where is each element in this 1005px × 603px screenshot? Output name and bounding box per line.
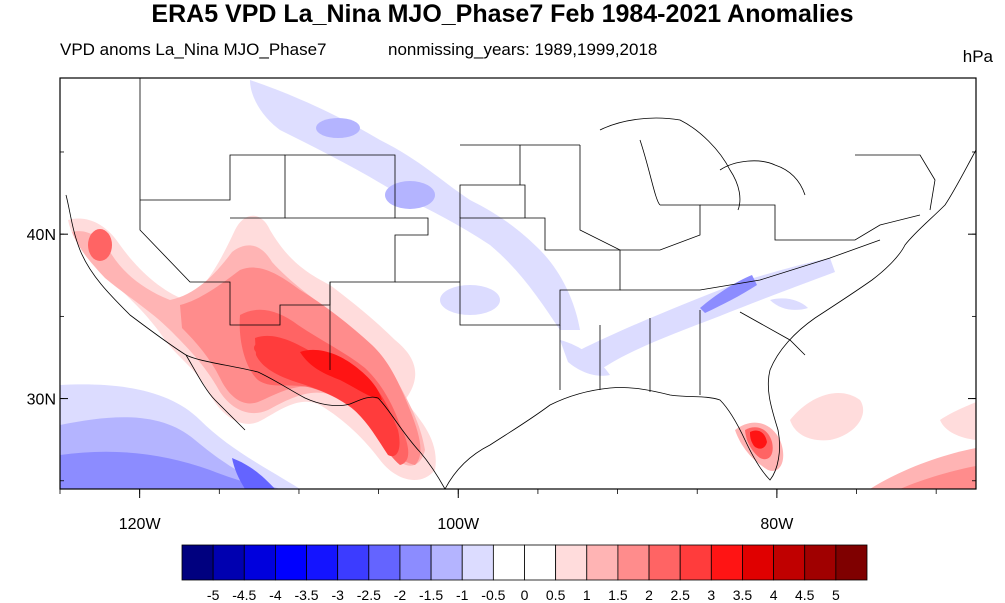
colorbar-label-13: 1.5 [608,587,628,603]
colorbar-box-13 [586,544,619,581]
colorbar-box-4 [306,544,339,581]
colorbar-box-0 [181,544,214,581]
colorbar-label-12: 1 [583,587,591,603]
colorbar-label-7: -1.5 [419,587,443,603]
lon-label-0: 120W [119,516,162,533]
colorbar-box-19 [773,544,806,581]
colorbar-box-9 [461,544,494,581]
colorbar-label-4: -3 [331,587,344,603]
colorbar-box-11 [524,544,557,581]
colorbar: -5 -4.5 -4 -3.5 -3 -2.5 -2 -1.5 -1 -0.5 0 0.5 1 1.5 2 2… [181,544,868,603]
colorbar-label-6: -2 [394,587,407,603]
colorbar-label-0: -5 [207,587,220,603]
colorbar-box-15 [648,544,681,581]
colorbar-box-21 [835,544,868,581]
lat-label-0: 40N [27,227,56,244]
colorbar-box-20 [804,544,837,581]
colorbar-label-5: -2.5 [357,587,381,603]
colorbar-box-14 [617,544,650,581]
lat-label-1: 30N [27,392,56,409]
colorbar-box-17 [710,544,743,581]
colorbar-label-20: 5 [832,587,840,603]
lon-label-2: 80W [760,516,794,533]
colorbar-label-8: -1 [456,587,469,603]
colorbar-box-16 [679,544,712,581]
lon-ticks: 120W 100W 80W [59,489,937,533]
colorbar-box-3 [275,544,307,581]
left-subtitle: VPD anoms La_Nina MJO_Phase7 [60,40,327,59]
colorbar-box-1 [212,544,245,581]
colorbar-label-18: 4 [770,587,778,603]
colorbar-label-16: 3 [707,587,715,603]
colorbar-box-2 [243,544,276,581]
colorbar-label-19: 4.5 [795,587,815,603]
center-subtitle: nonmissing_years: 1989,1999,2018 [388,40,658,59]
colorbar-label-17: 3.5 [733,587,753,603]
colorbar-label-3: -3.5 [294,587,318,603]
colorbar-box-18 [742,544,774,581]
colorbar-label-14: 2 [645,587,653,603]
colorbar-label-10: 0 [521,587,529,603]
colorbar-label-15: 2.5 [670,587,690,603]
colorbar-label-1: -4.5 [232,587,256,603]
colorbar-label-9: -0.5 [481,587,505,603]
colorbar-box-12 [555,544,588,581]
anomaly-field [60,80,976,489]
map-title: ERA5 VPD La_Nina MJO_Phase7 Feb 1984-202… [151,0,854,28]
colorbar-box-10 [492,544,525,581]
units-label: hPa [962,47,993,66]
lat-ticks: 40N 30N [27,151,976,482]
colorbar-label-2: -4 [269,587,282,603]
colorbar-box-8 [430,544,463,581]
colorbar-box-7 [399,544,432,581]
boundaries [65,78,976,489]
colorbar-box-6 [368,544,401,581]
map-border [59,77,977,490]
lon-label-1: 100W [437,516,480,533]
colorbar-label-11: 0.5 [546,587,566,603]
colorbar-box-5 [337,544,370,581]
